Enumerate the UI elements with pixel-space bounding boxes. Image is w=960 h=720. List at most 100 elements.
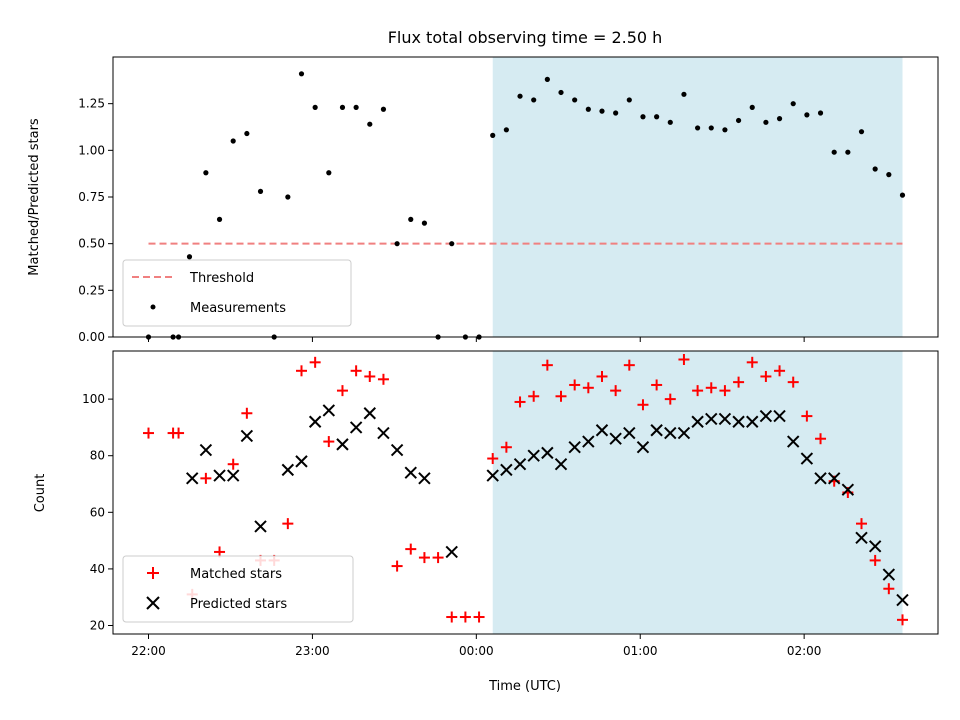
matched-star-point	[610, 385, 622, 397]
measurement-point	[845, 149, 851, 155]
ratio-x-ticks	[148, 337, 805, 342]
matched-star-point	[733, 376, 745, 388]
matched-star-point	[514, 396, 526, 408]
matched-star-point	[143, 427, 155, 439]
predicted-star-point	[513, 457, 527, 471]
measurement-point	[640, 114, 646, 120]
predicted-star-point	[636, 441, 650, 454]
predicted-star-point	[240, 429, 254, 443]
measurement-point	[408, 216, 414, 222]
measurement-point	[599, 108, 605, 114]
predicted-marker-b	[363, 407, 376, 420]
measurement-point	[585, 106, 591, 112]
matched-star-point	[309, 356, 321, 368]
matched-star-point	[883, 583, 895, 595]
predicted-marker-b	[664, 426, 677, 440]
predicted-marker-b	[827, 472, 841, 485]
chart-title: Flux total observing time = 2.50 h	[388, 28, 663, 47]
matched-star-point	[869, 554, 881, 566]
ratio-y-tick-label: 1.25	[78, 97, 105, 111]
predicted-star-point	[677, 426, 691, 440]
measurement-point	[421, 220, 428, 226]
predicted-star-point	[418, 472, 431, 485]
measurement-point	[708, 125, 714, 131]
x-tick-label: 23:00	[295, 644, 330, 658]
measurement-point	[339, 104, 346, 110]
predicted-marker-b	[759, 409, 773, 423]
predicted-marker-b	[868, 540, 882, 553]
counts-axes-frame	[112, 350, 939, 635]
counts-panel: 20 40 60 80 100 22:00 23:00 00:00 01:00 02:00 Co…	[33, 350, 939, 694]
matched-star-point	[787, 376, 799, 388]
predicted-star-point	[609, 432, 622, 445]
predicted-star-point	[896, 593, 909, 607]
predicted-marker-b	[349, 421, 363, 434]
matched-star-point	[746, 356, 758, 368]
predicted-marker-b	[500, 463, 513, 477]
measurement-point	[858, 129, 865, 135]
matched-star-point	[173, 427, 185, 439]
predicted-star-point	[322, 404, 336, 417]
predicted-marker-b	[609, 432, 622, 445]
predicted-star-point	[281, 463, 295, 477]
predicted-star-point	[800, 452, 814, 465]
measurement-point	[257, 188, 264, 194]
measurement-point	[353, 104, 359, 110]
matched-star-point	[282, 518, 294, 530]
predicted-marker-b	[322, 404, 336, 417]
matched-star-point	[692, 385, 704, 397]
measurement-point	[394, 241, 400, 247]
predicted-marker-b	[677, 426, 691, 440]
predicted-marker-b	[186, 472, 199, 485]
measurement-point	[367, 121, 373, 127]
matched-star-point	[323, 436, 335, 448]
predicted-marker-b	[841, 483, 855, 496]
ratio-panel: 0.00 0.25 0.50 0.75 1.00 1.25 Matched/Predict…	[27, 56, 939, 344]
predicted-star-points	[186, 404, 909, 607]
matched-legend-swatch	[147, 567, 159, 579]
measurement-point	[380, 106, 387, 112]
matched-star-point	[541, 359, 553, 371]
predicted-star-point	[841, 483, 855, 496]
predicted-marker-b	[595, 424, 609, 437]
predicted-star-point	[691, 415, 704, 428]
counts-y-tick-label: 60	[90, 505, 105, 519]
measurement-point	[203, 170, 209, 176]
predicted-legend-swatch	[146, 596, 160, 610]
predicted-marker-b	[254, 520, 267, 533]
ratio-axes-frame	[112, 56, 939, 338]
predicted-marker-b	[623, 426, 636, 440]
ratio-y-tick-label: 0.50	[78, 237, 105, 251]
matched-star-point	[637, 399, 649, 411]
predicted-marker-b	[554, 457, 568, 471]
predicted-marker-b	[732, 415, 745, 428]
ratio-y-label: Matched/Predicted stars	[27, 118, 42, 276]
measurement-point	[722, 127, 728, 133]
predicted-star-point	[773, 409, 786, 423]
measurement-point	[517, 93, 523, 99]
predicted-star-point	[759, 409, 773, 423]
measurement-point	[899, 192, 906, 198]
ratio-y-tick-label: 0.00	[78, 330, 105, 344]
matched-legend-label: Matched stars	[190, 567, 282, 582]
measurement-point	[749, 104, 755, 110]
measurement-point	[886, 172, 892, 178]
x-tick-label: 01:00	[623, 644, 658, 658]
measurement-point	[831, 149, 837, 155]
measurement-point	[613, 110, 619, 116]
predicted-star-point	[349, 421, 363, 434]
matched-star-point	[500, 441, 512, 453]
predicted-marker-b	[705, 412, 718, 426]
predicted-star-point	[623, 426, 636, 440]
counts-legend: Matched stars Predicted stars	[122, 555, 354, 623]
predicted-star-point	[664, 426, 677, 440]
matched-star-point	[241, 407, 253, 419]
predicted-star-point	[500, 463, 513, 477]
matched-star-point	[418, 552, 430, 564]
predicted-marker-b	[199, 443, 213, 457]
matched-star-point	[664, 393, 676, 405]
measurement-points	[145, 71, 906, 340]
matched-star-point	[200, 472, 212, 484]
predicted-legend-label: Predicted stars	[190, 597, 287, 612]
ratio-y-tick-label: 0.75	[78, 190, 105, 204]
